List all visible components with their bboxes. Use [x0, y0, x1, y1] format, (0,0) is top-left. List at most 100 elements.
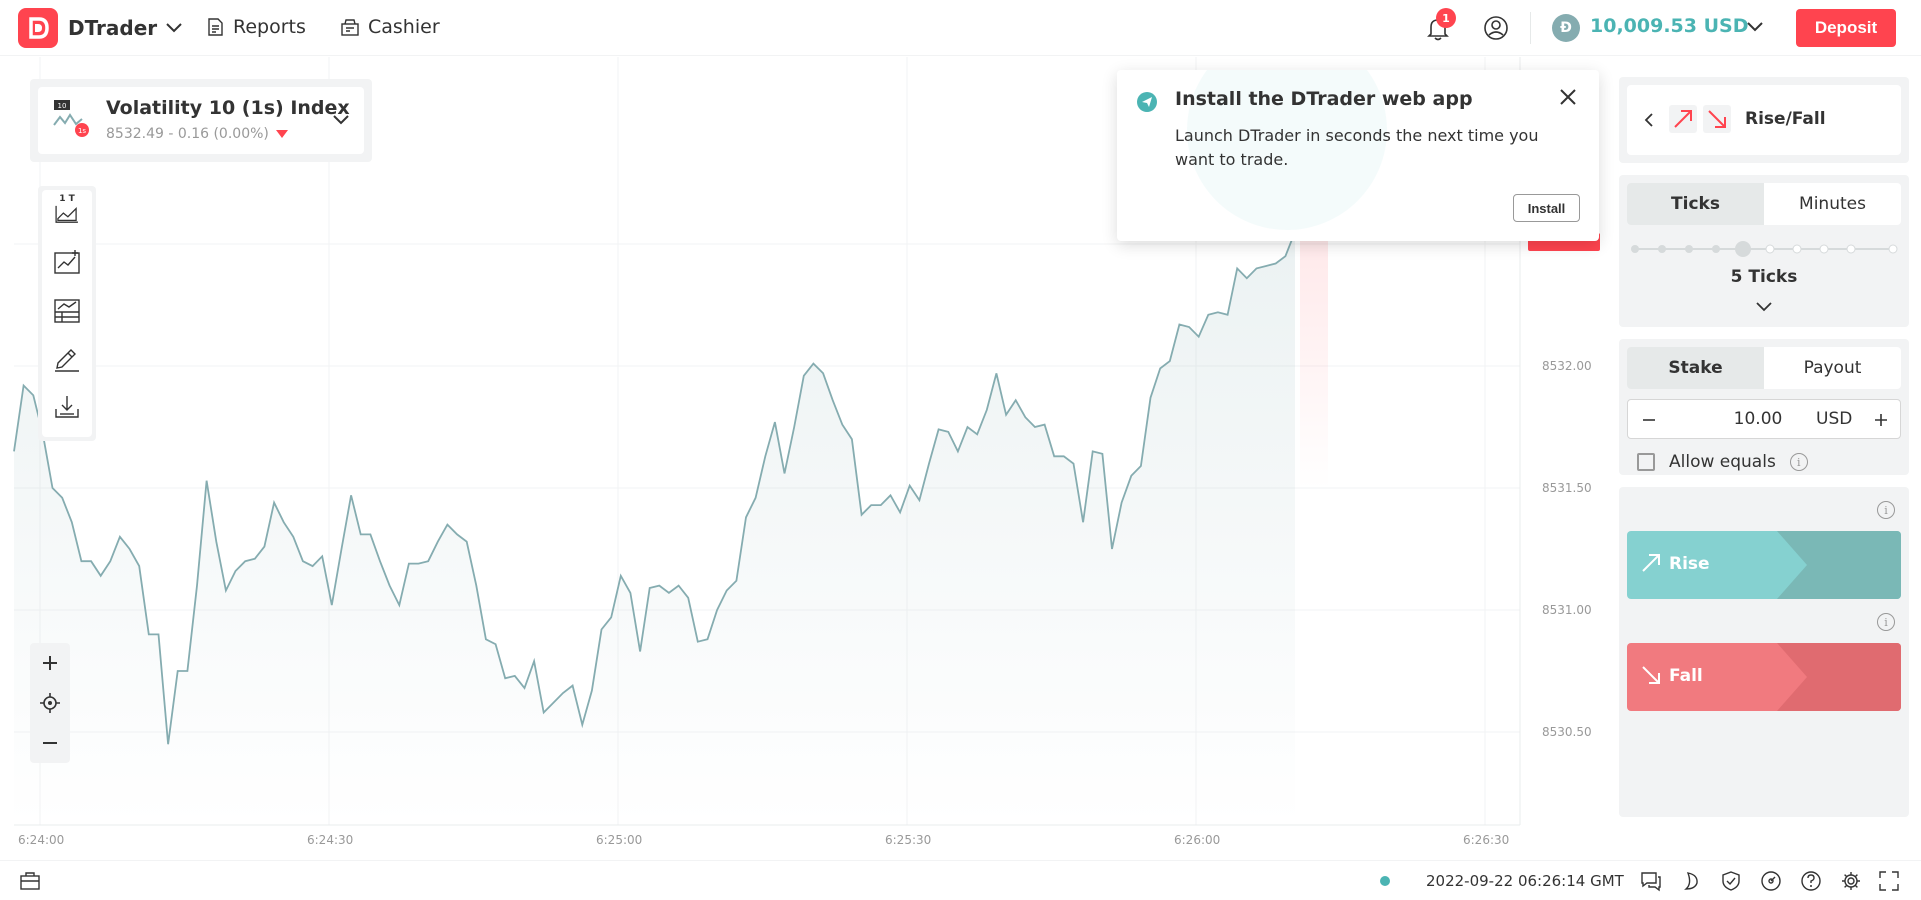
- chevron-down-icon[interactable]: [1745, 17, 1765, 37]
- plus-icon[interactable]: [1874, 413, 1888, 427]
- rise-label: Rise: [1669, 554, 1710, 574]
- chart-templates-button[interactable]: [52, 296, 82, 326]
- install-app-icon: [1137, 92, 1157, 112]
- price-down-arrow-icon: [275, 130, 288, 138]
- icon-badge-bottom: 1s: [78, 127, 86, 135]
- server-time: 2022-09-22 06:26:14 GMT: [1426, 872, 1624, 890]
- reset-zoom-button[interactable]: [30, 683, 70, 723]
- nav-cashier[interactable]: Cashier: [340, 16, 440, 38]
- info-icon[interactable]: i: [1789, 453, 1808, 471]
- tab-payout[interactable]: Payout: [1803, 358, 1862, 378]
- chart-type-button[interactable]: 1 T: [52, 194, 82, 224]
- zoom-in-button[interactable]: [30, 643, 70, 683]
- notification-count-badge: 1: [1436, 8, 1456, 28]
- platform-switcher[interactable]: DTrader: [68, 16, 183, 40]
- trade-type-label: Rise/Fall: [1745, 109, 1826, 129]
- price-line: [13, 231, 1296, 745]
- close-icon[interactable]: [1557, 86, 1579, 108]
- stake-value[interactable]: 10.00: [1733, 409, 1783, 429]
- network-status-dot[interactable]: [1380, 876, 1390, 886]
- minus-icon[interactable]: [1642, 413, 1656, 427]
- stake-box: Stake Payout 10.00 USD Allow equals i: [1619, 339, 1909, 475]
- volatility-index-icon: 10 1s: [53, 100, 89, 137]
- fall-label: Fall: [1669, 666, 1703, 686]
- y-tick-label: 8532.00: [1542, 359, 1592, 373]
- y-tick-label: 8531.50: [1542, 481, 1592, 495]
- stake-payout-tabs: Stake Payout: [1627, 347, 1901, 389]
- chart-toolbar: 1 T: [38, 186, 96, 441]
- duration-unit-tabs: Ticks Minutes: [1627, 183, 1901, 225]
- symbol-selector[interactable]: 10 1s Volatility 10 (1s) Index 8532.49 -…: [30, 79, 372, 162]
- dtrader-logo[interactable]: [18, 8, 58, 48]
- chevron-left-icon[interactable]: [1643, 112, 1655, 128]
- top-header: DTrader Reports Cashier 1 Đ 10,009.53 US…: [0, 0, 1921, 56]
- arrow-up-right-icon: [1674, 110, 1692, 128]
- chevron-down-icon[interactable]: [1755, 301, 1773, 313]
- paper-plane-icon: [1142, 97, 1152, 107]
- rise-button-shade: [1777, 531, 1901, 599]
- purchase-box: i Rise i Fall: [1619, 487, 1909, 817]
- deposit-button[interactable]: Deposit: [1796, 9, 1896, 47]
- chart-toolbar-inner: 1 T: [42, 190, 92, 437]
- nav-reports[interactable]: Reports: [205, 16, 306, 38]
- y-axis-labels: 8532.00 8531.50 8531.00 8530.50: [1542, 359, 1592, 739]
- positions-toggle[interactable]: [18, 869, 42, 893]
- zoom-out-button[interactable]: [30, 723, 70, 763]
- trade-type-selector[interactable]: Rise/Fall: [1627, 85, 1901, 155]
- fall-button-shade: [1777, 643, 1901, 711]
- download-button[interactable]: [52, 392, 82, 422]
- dark-mode-toggle[interactable]: [1679, 869, 1703, 893]
- indicators-button[interactable]: [52, 248, 82, 278]
- area-chart-icon: [55, 205, 78, 223]
- zoom-controls: [30, 643, 70, 763]
- install-app-popup: Install the DTrader web app Launch DTrad…: [1117, 70, 1599, 241]
- x-tick-label: 6:24:30: [307, 833, 353, 847]
- x-tick-label: 6:25:00: [596, 833, 642, 847]
- dtrader-logo-icon: [29, 17, 49, 39]
- fall-button[interactable]: Fall: [1627, 643, 1901, 711]
- rise-button[interactable]: Rise: [1627, 531, 1901, 599]
- settings-button[interactable]: [1839, 869, 1863, 893]
- responsible-trading-button[interactable]: [1719, 869, 1743, 893]
- x-axis-labels: 6:24:00 6:24:30 6:25:00 6:25:30 6:26:00 6:26:…: [18, 833, 1509, 847]
- account-balance[interactable]: 10,009.53 USD: [1590, 15, 1749, 37]
- fullscreen-button[interactable]: [1877, 869, 1901, 893]
- help-icon: [1801, 871, 1821, 891]
- tab-minutes[interactable]: Minutes: [1799, 194, 1866, 214]
- arrow-down-right-icon: [1708, 110, 1726, 128]
- demo-currency-icon: Đ: [1552, 14, 1580, 42]
- tab-ticks[interactable]: Ticks: [1627, 183, 1764, 225]
- rise-type-icon: [1669, 105, 1697, 133]
- fall-type-icon: [1703, 105, 1731, 133]
- drawing-tools-button[interactable]: [52, 344, 82, 374]
- moon-icon: [1684, 872, 1698, 890]
- chevron-down-icon: [166, 23, 182, 33]
- allow-equals-checkbox[interactable]: [1637, 453, 1655, 471]
- minus-icon: [43, 742, 57, 744]
- chat-button[interactable]: [1639, 869, 1663, 893]
- popup-title: Install the DTrader web app: [1175, 88, 1473, 110]
- popup-background-watermark: [1187, 70, 1387, 230]
- account-settings-icon[interactable]: [1482, 14, 1510, 42]
- symbol-selector-inner[interactable]: 10 1s Volatility 10 (1s) Index 8532.49 -…: [38, 87, 364, 154]
- install-button[interactable]: Install: [1513, 194, 1580, 222]
- symbol-name: Volatility 10 (1s) Index: [106, 97, 350, 119]
- header-divider: [1530, 12, 1531, 44]
- stake-currency: USD: [1816, 409, 1853, 429]
- chevron-down-icon[interactable]: [332, 113, 350, 127]
- help-button[interactable]: [1799, 869, 1823, 893]
- duration-box: Ticks Minutes 5 Ticks: [1619, 175, 1909, 327]
- info-icon[interactable]: i: [1877, 613, 1895, 631]
- allow-equals-row: Allow equals i: [1637, 452, 1808, 472]
- tab-stake[interactable]: Stake: [1627, 347, 1764, 389]
- gambling-limits-button[interactable]: [1759, 869, 1783, 893]
- stake-input[interactable]: 10.00 USD: [1627, 399, 1901, 439]
- ticks-slider[interactable]: [1627, 239, 1901, 259]
- reports-icon: [208, 18, 223, 36]
- x-tick-label: 6:24:00: [18, 833, 64, 847]
- ticks-value-label: 5 Ticks: [1730, 267, 1798, 287]
- pencil-icon: [55, 349, 79, 372]
- x-tick-label: 6:26:00: [1174, 833, 1220, 847]
- info-icon[interactable]: i: [1877, 501, 1895, 519]
